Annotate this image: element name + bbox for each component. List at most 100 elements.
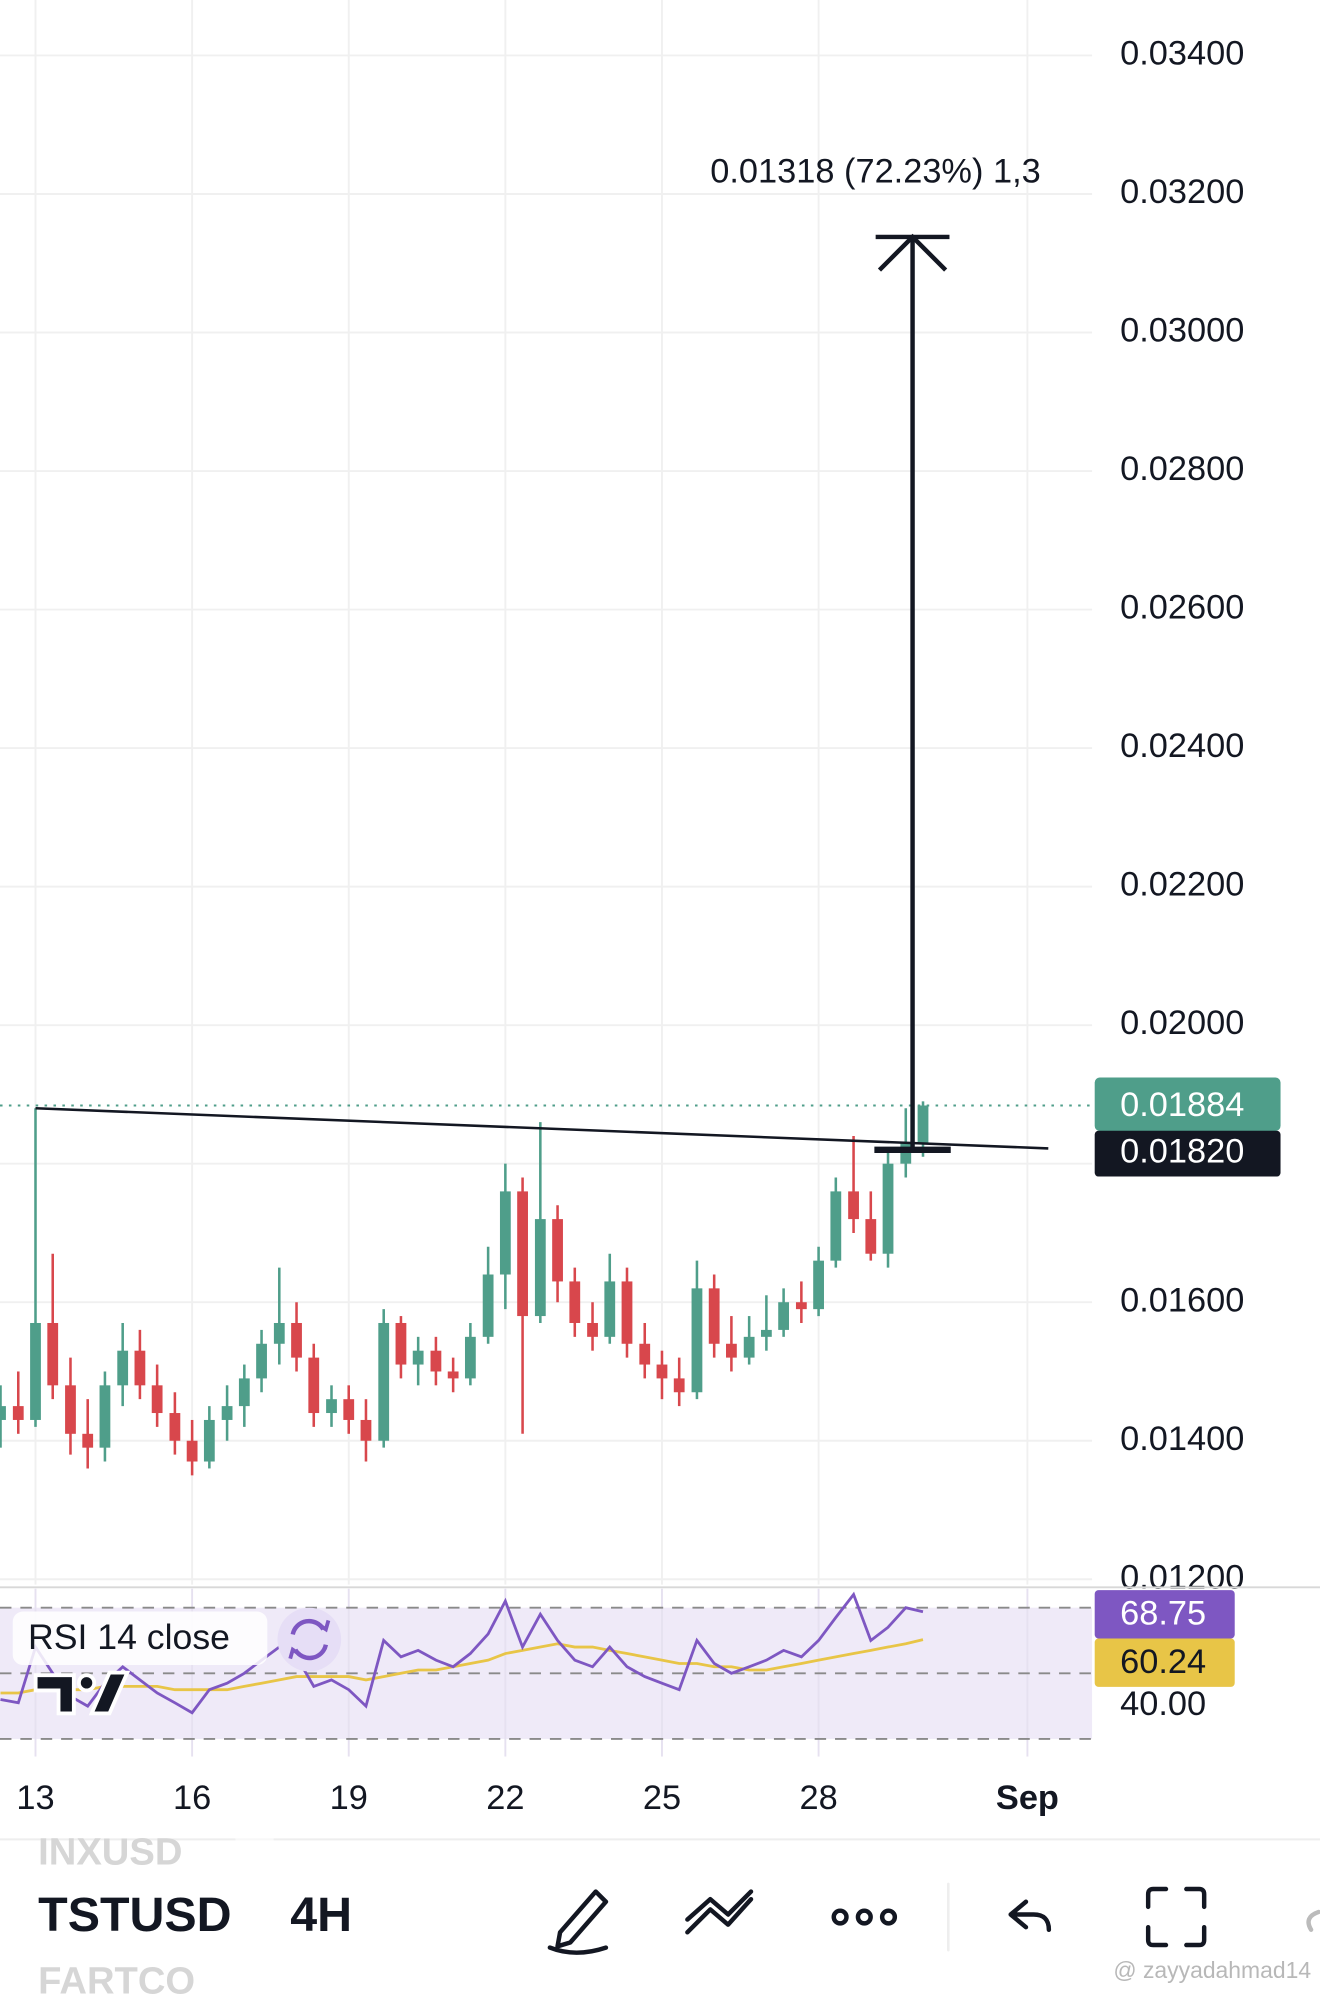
measure-label: 0.01318 (72.23%) 1,3 [710,152,1040,190]
candle-body [848,1191,859,1220]
candle-body [12,1406,24,1420]
trendline [35,1106,1049,1150]
refresh-bg[interactable] [277,1607,342,1672]
rsi-value-label: 60.24 [1120,1643,1206,1681]
more-icon[interactable] [831,1908,849,1926]
x-tick-label: 25 [643,1779,681,1817]
candle-body [882,1163,894,1254]
rsi-legend-bg [12,1611,268,1666]
candle-body [499,1191,511,1275]
candle-body [673,1378,685,1393]
candle-body [482,1274,494,1337]
symbol[interactable]: TSTUSD [38,1888,231,1942]
rsi-value-box [1094,1590,1235,1639]
price-pane: 0.01318 (72.23%) 1,3 [0,0,1093,1585]
watermark: @ zayyadahmad14 [1113,1957,1311,1983]
candle-body [587,1322,598,1337]
candle-body [65,1385,76,1434]
y-tick-label: 0.01400 [1120,1420,1244,1458]
candle-body [82,1433,94,1448]
candle-body [430,1350,442,1372]
rsi-value-label: 68.75 [1120,1595,1206,1633]
candle-body [621,1281,633,1344]
candle-body [412,1350,424,1365]
candle-body [0,1406,6,1420]
candle-body [830,1191,842,1261]
candle-body [604,1281,616,1337]
logo-part [33,1673,76,1716]
last-price-label: 0.01884 [1120,1086,1244,1124]
x-tick-label: 28 [799,1779,837,1817]
fade [235,1833,274,1996]
y-tick-label: 0.02400 [1120,727,1244,765]
rsi-value-box [1094,1638,1235,1687]
x-tick-label: 16 [173,1779,211,1817]
y-tick-label: 0.02600 [1120,589,1244,627]
last-price-box [1094,1077,1281,1131]
candle-body [343,1399,355,1420]
candle-body [395,1322,407,1365]
candle-body [917,1105,929,1143]
candle-body [360,1419,372,1441]
candle-body [151,1385,163,1414]
rsi-refresh-button[interactable] [277,1607,342,1672]
y-tick-label: 0.03000 [1120,312,1244,350]
fullscreen-icon[interactable] [1145,1886,1207,1948]
candle-body [134,1350,146,1386]
more-icon[interactable] [855,1908,873,1926]
candle-body [708,1288,720,1344]
y-tick-label: 0.03200 [1120,173,1244,211]
draw-icon[interactable] [547,1889,609,1955]
lines-icon[interactable] [685,1889,754,1935]
candle-body [273,1322,285,1344]
level-label: 0.01820 [1120,1133,1244,1171]
candle-body [186,1440,198,1462]
axes: 13 16 19 22 25 28 Sep 0.01200 0.01400 0.01600 0.01… [16,35,1281,1817]
level-box [1094,1130,1281,1177]
y-tick-label: 0.01600 [1120,1281,1244,1319]
measure-head [877,233,948,272]
candle-body [308,1357,320,1414]
candle-body [865,1219,877,1254]
candle-body [795,1302,807,1310]
refresh-arrows[interactable] [288,1619,331,1660]
candle-body [47,1322,59,1386]
candle-body [203,1419,215,1462]
candle-body [569,1281,581,1323]
rsi-tick-label: 40.00 [1120,1685,1206,1723]
candle-body [256,1343,267,1379]
candle-body [760,1329,772,1337]
rsi-line [0,1591,924,1715]
candle-body [778,1302,790,1330]
toolbar-icons [547,1882,1320,1955]
candle-body [691,1288,703,1393]
y-tick-label: 0.03400 [1120,35,1244,73]
x-tick-label: 22 [486,1779,524,1817]
more-icon[interactable] [879,1908,898,1926]
candle-body [900,1142,912,1164]
candle-body [656,1364,668,1379]
candle-body [517,1191,528,1317]
y-tick-label: 0.02800 [1120,450,1244,488]
interval[interactable]: 4H [290,1888,352,1942]
x-tick-label: 13 [16,1779,54,1817]
partial-icon [1306,1909,1320,1932]
y-tick-label: 0.02200 [1120,866,1244,904]
y-tick-label: 0.02000 [1120,1004,1244,1042]
candle-body [99,1385,111,1448]
candle-body [552,1219,563,1282]
undo-icon[interactable] [1008,1899,1052,1932]
candle-body [378,1322,390,1441]
rsi-ma-line [0,1638,924,1695]
candle-body [169,1413,181,1441]
x-tick-label: 19 [330,1779,368,1817]
prev-symbol[interactable]: INXUSD [38,1831,182,1874]
logo-part [77,1673,97,1693]
candle-body [238,1378,250,1407]
candle-body [743,1336,755,1358]
candle-body [639,1343,651,1365]
rsi-title: RSI 14 close [28,1617,230,1657]
candle-body [291,1322,302,1358]
next-symbol[interactable]: FARTCO [38,1959,195,1996]
